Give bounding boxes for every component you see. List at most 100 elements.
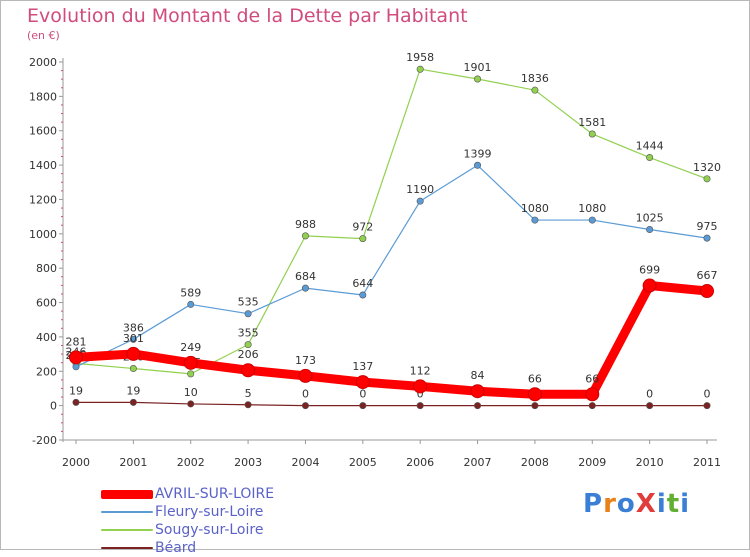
legend-swatch [101, 489, 153, 499]
series-line [71, 281, 712, 399]
data-label: 1399 [464, 147, 492, 160]
y-tick-label: -200 [32, 434, 57, 447]
data-point [416, 65, 424, 73]
data-label: 589 [180, 286, 201, 299]
data-point [531, 86, 539, 94]
data-label: 1901 [464, 61, 492, 74]
y-tick-label: 1800 [29, 90, 57, 103]
data-point [588, 216, 596, 224]
data-label: 386 [123, 321, 144, 334]
data-point [416, 197, 424, 205]
data-point [129, 398, 137, 406]
legend-swatch [101, 511, 153, 513]
data-point [474, 161, 482, 169]
y-tick-label: 1600 [29, 125, 57, 138]
x-tick-label: 2004 [291, 456, 319, 469]
data-point [588, 402, 596, 410]
data-label: 0 [646, 388, 653, 401]
data-point [642, 278, 657, 293]
y-tick-label: 800 [36, 262, 57, 275]
series-line [75, 164, 708, 368]
data-label: 644 [352, 277, 373, 290]
data-point [413, 379, 428, 394]
data-point [244, 341, 252, 349]
data-point [646, 226, 654, 234]
x-tick-label: 2007 [464, 456, 492, 469]
data-point [416, 402, 424, 410]
y-tick-label: 1200 [29, 193, 57, 206]
chart-subtitle: (en €) [27, 29, 60, 42]
data-point [244, 310, 252, 318]
data-point [187, 300, 195, 308]
data-label: 1080 [578, 202, 606, 215]
data-label: 0 [359, 388, 366, 401]
data-label: 355 [238, 327, 259, 340]
legend-label: AVRIL-SUR-LOIRE [155, 486, 275, 502]
data-point [187, 400, 195, 408]
data-label: 66 [528, 372, 542, 385]
data-point [129, 335, 137, 343]
data-point [301, 232, 309, 240]
data-point [703, 234, 711, 242]
data-label: 173 [295, 354, 316, 367]
data-point [646, 402, 654, 410]
data-label: 1581 [578, 116, 606, 129]
series-line [75, 68, 708, 375]
data-point [588, 130, 596, 138]
data-label: 975 [697, 220, 718, 233]
x-tick-label: 2001 [119, 456, 147, 469]
x-tick-label: 2002 [177, 456, 205, 469]
data-point [129, 365, 137, 373]
y-tick-label: 600 [36, 297, 57, 310]
data-point [183, 355, 198, 370]
series-line [75, 401, 708, 407]
data-label: 1320 [693, 161, 721, 174]
data-point [359, 235, 367, 243]
data-point [700, 284, 714, 299]
data-label: 249 [180, 341, 201, 354]
data-label: 1025 [636, 212, 664, 225]
data-label: 684 [295, 270, 316, 283]
data-label: 5 [245, 387, 252, 400]
data-point [703, 402, 711, 410]
data-label: 1958 [406, 51, 434, 64]
data-label: 1836 [521, 72, 549, 85]
data-point [585, 387, 600, 402]
data-label: 667 [697, 269, 718, 282]
data-point [646, 154, 654, 162]
x-tick-label: 2009 [578, 456, 606, 469]
data-point [531, 402, 539, 410]
legend-label: Sougy-sur-Loire [155, 522, 264, 538]
data-label: 1080 [521, 202, 549, 215]
data-label: 19 [69, 384, 83, 397]
y-tick-label: 200 [36, 365, 57, 378]
data-label: 206 [238, 348, 259, 361]
x-tick-label: 2011 [693, 456, 721, 469]
data-point [527, 387, 542, 402]
data-point [474, 402, 482, 410]
x-tick-label: 2005 [349, 456, 377, 469]
data-point [244, 401, 252, 409]
data-point [69, 350, 83, 365]
data-point [72, 363, 80, 371]
data-point [703, 175, 711, 183]
data-point [355, 375, 370, 390]
legend-label: Béard [155, 540, 197, 556]
data-label: 84 [471, 369, 485, 382]
data-point [126, 346, 141, 361]
data-label: 10 [184, 386, 198, 399]
data-label: 0 [704, 388, 711, 401]
data-label: 988 [295, 218, 316, 231]
data-label: 699 [639, 264, 660, 277]
data-point [187, 370, 195, 378]
data-label: 1190 [406, 183, 434, 196]
data-label: 0 [417, 388, 424, 401]
y-tick-label: 1400 [29, 159, 57, 172]
x-tick-label: 2000 [62, 456, 90, 469]
data-point [298, 368, 313, 383]
y-tick-label: 0 [50, 400, 57, 413]
legend-swatch [101, 529, 153, 531]
proxiti-logo: ProXiti [583, 489, 691, 519]
